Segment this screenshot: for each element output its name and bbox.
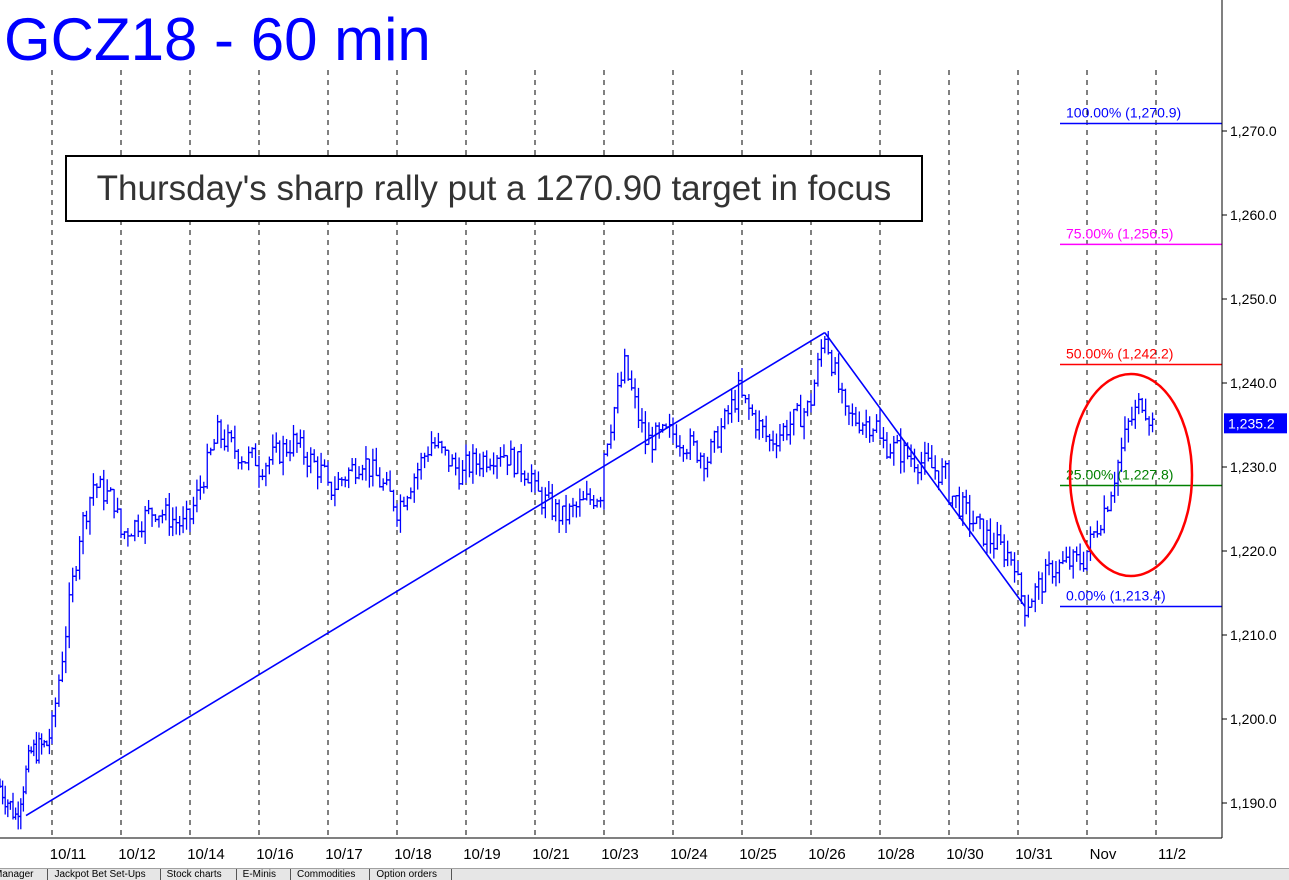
highlight-ellipse	[1068, 372, 1194, 578]
x-axis: 10/11 10/12 10/14 10/16 10/17 10/18 10/19 10/21…	[0, 837, 1222, 863]
x-tick-label: 10/31	[1015, 846, 1053, 863]
y-tick-label: 1,240.0	[1230, 375, 1277, 391]
last-price-badge	[1224, 413, 1287, 434]
tab-e-minis[interactable]: E-Minis	[237, 869, 291, 880]
y-tick-label: 1,250.0	[1230, 291, 1277, 307]
wave-line	[25, 331, 826, 817]
y-tick-label: 1,200.0	[1230, 711, 1277, 727]
x-tick-label: 10/18	[394, 846, 432, 863]
x-tick-label: Nov	[1090, 846, 1117, 863]
y-axis: 1,190.0 1,200.0 1,210.0 1,220.0 1,230.0 1,240…	[1221, 0, 1287, 838]
chart-title: GCZ18 - 60 min	[4, 6, 431, 73]
x-tick-label: 10/26	[808, 846, 846, 863]
fib-label: 100.00% (1,270.9)	[1066, 104, 1181, 120]
x-tick-label: 10/17	[325, 846, 363, 863]
ohlc-bar	[1150, 412, 1156, 433]
price-bars	[0, 330, 1156, 830]
annotation-text: Thursday's sharp rally put a 1270.90 tar…	[97, 169, 892, 208]
tab-stock-charts[interactable]: Stock charts	[161, 869, 237, 880]
x-tick-label: 10/19	[463, 846, 501, 863]
y-tick-label: 1,260.0	[1230, 207, 1277, 223]
fib-label: 75.00% (1,256.5)	[1066, 225, 1173, 241]
tab-jackpot-bet-set-ups[interactable]: Jackpot Bet Set-Ups	[48, 869, 161, 880]
x-tick-label: 10/14	[187, 846, 225, 863]
x-tick-label: 10/12	[118, 846, 156, 863]
fib-label: 50.00% (1,242.2)	[1066, 346, 1173, 362]
y-tick-label: 1,210.0	[1230, 627, 1277, 643]
x-tick-label: 11/2	[1158, 846, 1186, 863]
annotation-box: Thursday's sharp rally put a 1270.90 tar…	[65, 155, 923, 222]
y-tick-label: 1,230.0	[1230, 459, 1277, 475]
fib-label: 25.00% (1,227.8)	[1066, 466, 1173, 482]
x-tick-label: 10/24	[670, 846, 708, 863]
y-tick-label: 1,270.0	[1230, 123, 1277, 139]
tab-commodities[interactable]: Commodities	[291, 869, 371, 880]
x-tick-label: 10/23	[601, 846, 639, 863]
tab-option-orders[interactable]: Option orders	[370, 869, 452, 880]
last-price-label: 1,235.2	[1228, 415, 1275, 431]
x-tick-label: 10/30	[946, 846, 984, 863]
x-tick-label: 10/28	[877, 846, 915, 863]
x-tick-label: 10/21	[532, 846, 570, 863]
fib-label: 0.00% (1,213.4)	[1066, 587, 1166, 603]
plot-background	[0, 0, 1222, 838]
x-tick-label: 10/16	[256, 846, 294, 863]
x-tick-label: 10/11	[50, 846, 86, 863]
x-tick-label: 10/25	[739, 846, 777, 863]
y-tick-label: 1,220.0	[1230, 543, 1277, 559]
fib-levels: 100.00% (1,270.9) 75.00% (1,256.5) 50.00% …	[1060, 104, 1222, 608]
tab-manager[interactable]: Manager	[0, 869, 49, 880]
y-tick-label: 1,190.0	[1230, 795, 1277, 811]
